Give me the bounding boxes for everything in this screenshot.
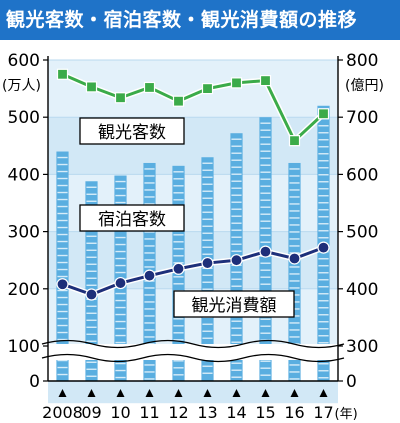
point-12 [172, 262, 185, 275]
axis-break-wave-bottom [41, 353, 345, 363]
legend-label-overnight: 宿泊客数 [98, 210, 166, 230]
left-tick-label: 400 [8, 165, 40, 185]
left-tick-label: 0 [29, 372, 40, 392]
right-axis-unit: (億円) [345, 78, 384, 94]
x-tick-marker [145, 389, 154, 397]
left-axis-unit: (万人) [2, 78, 41, 94]
x-tick-label: 2008 [42, 403, 83, 422]
x-tick-label: 16 [284, 403, 304, 422]
point-2008 [56, 278, 69, 291]
point-14 [230, 254, 243, 267]
left-tick-label: 200 [8, 280, 40, 300]
right-tick-label: 500 [346, 223, 378, 243]
right-tick-label: 300 [346, 337, 378, 357]
x-tick-marker [232, 389, 241, 397]
point-13 [201, 256, 214, 270]
point-13 [201, 82, 214, 95]
legend-label-spending: 観光消費額 [192, 296, 277, 316]
legend-label-spending-box [173, 290, 295, 318]
axis-break-wave-top [41, 339, 345, 349]
left-tick-label: 500 [8, 108, 40, 128]
right-tick-label: 0 [346, 372, 357, 392]
x-tick-marker [290, 389, 299, 397]
point-15 [259, 245, 272, 258]
x-tick-marker [116, 389, 125, 397]
legend-label-tourists-box [79, 117, 185, 145]
point-15 [259, 74, 272, 87]
x-tick-marker [261, 389, 270, 397]
point-17 [317, 241, 330, 254]
x-tick-label: 17 [313, 403, 333, 422]
point-17 [317, 108, 330, 120]
left-tick-label: 300 [8, 223, 40, 243]
right-tick-label: 400 [346, 280, 378, 300]
point-10 [114, 92, 127, 104]
bar-2008 [56, 151, 69, 381]
title-bar: 観光客数・宿泊客数・観光消費額の推移 [0, 0, 400, 40]
point-11 [143, 269, 156, 282]
x-tick-label: 13 [197, 403, 217, 422]
point-09 [85, 288, 98, 301]
series-line-宿泊客数 [61, 246, 325, 297]
point-09 [85, 81, 98, 93]
chart-title: 観光客数・宿泊客数・観光消費額の推移 [6, 9, 358, 31]
left-tick-label: 600 [8, 51, 40, 71]
legend-label-tourists: 観光客数 [98, 123, 166, 143]
legend-label-overnight-box [79, 204, 185, 232]
x-tick-label: 09 [81, 403, 101, 422]
series-line-観光客数 [61, 72, 325, 143]
x-tick-label: 12 [168, 403, 188, 422]
point-2008 [56, 68, 69, 80]
point-16 [288, 135, 301, 147]
point-14 [230, 77, 243, 89]
x-axis-unit: (年) [335, 407, 358, 422]
x-tick-label: 14 [226, 403, 246, 422]
right-tick-label: 700 [346, 108, 378, 128]
left-tick-label: 100 [8, 337, 40, 357]
x-tick-marker [319, 389, 328, 397]
x-tick-marker [203, 389, 212, 397]
x-tick-marker [174, 389, 183, 397]
point-16 [288, 252, 301, 265]
right-tick-label: 800 [346, 51, 378, 71]
x-tick-label: 11 [139, 403, 159, 422]
point-12 [172, 95, 185, 107]
x-tick-label: 10 [110, 403, 130, 422]
x-tick-marker [58, 389, 67, 397]
x-tick-label: 15 [255, 403, 275, 422]
point-10 [114, 276, 127, 290]
point-11 [143, 81, 156, 94]
right-tick-label: 600 [346, 165, 378, 185]
x-tick-marker [87, 389, 96, 397]
